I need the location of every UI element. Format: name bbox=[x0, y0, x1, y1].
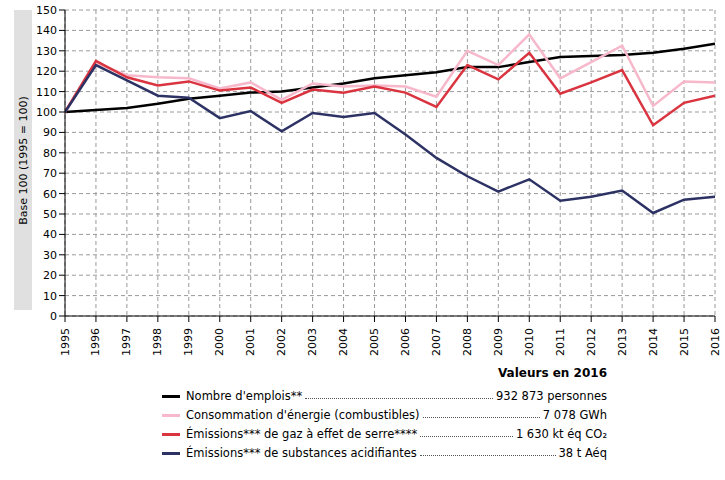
svg-text:2002: 2002 bbox=[275, 328, 288, 356]
svg-text:1998: 1998 bbox=[151, 328, 164, 356]
html-text:Nombre d'emplois**: Nombre d'emplois** bbox=[186, 389, 303, 403]
html-text:Consommation d'énergie (combus: Consommation d'énergie (combustibles) bbox=[186, 408, 420, 422]
svg-text:2001: 2001 bbox=[244, 328, 257, 356]
html-text:38 t Aéq: 38 t Aéq bbox=[558, 446, 607, 460]
svg-text:1999: 1999 bbox=[182, 328, 195, 356]
svg-text:40: 40 bbox=[43, 228, 57, 241]
svg-text:0: 0 bbox=[50, 310, 57, 323]
svg-text:1997: 1997 bbox=[120, 328, 133, 356]
svg-text:80: 80 bbox=[43, 147, 57, 160]
svg-text:2003: 2003 bbox=[306, 328, 319, 356]
svg-text:2004: 2004 bbox=[337, 328, 350, 356]
svg-text:150: 150 bbox=[36, 4, 57, 17]
html-text:Émissions*** de gaz à effet de: Émissions*** de gaz à effet de serre**** bbox=[186, 427, 418, 441]
svg-text:2012: 2012 bbox=[585, 328, 598, 356]
svg-text:130: 130 bbox=[36, 45, 57, 58]
svg-text:70: 70 bbox=[43, 167, 57, 180]
svg-text:10: 10 bbox=[43, 290, 57, 303]
svg-text:100: 100 bbox=[36, 106, 57, 119]
svg-text:90: 90 bbox=[43, 126, 57, 139]
html-text:932 873 personnes: 932 873 personnes bbox=[496, 389, 607, 403]
svg-text:2014: 2014 bbox=[647, 328, 660, 356]
svg-text:2015: 2015 bbox=[678, 328, 691, 356]
html-text:Émissions*** de substances aci: Émissions*** de substances acidifiantes bbox=[186, 446, 417, 460]
svg-text:2008: 2008 bbox=[461, 328, 474, 356]
svg-text:2010: 2010 bbox=[523, 328, 536, 356]
svg-text:2006: 2006 bbox=[399, 328, 412, 356]
html-text:1 630 kt éq CO₂: 1 630 kt éq CO₂ bbox=[515, 427, 607, 441]
html-text:Valeurs en 2016: Valeurs en 2016 bbox=[498, 366, 607, 380]
svg-text:60: 60 bbox=[43, 188, 57, 201]
html-text:Base 100 (1995 = 100): Base 100 (1995 = 100) bbox=[16, 95, 30, 225]
svg-text:140: 140 bbox=[36, 24, 57, 37]
svg-text:2005: 2005 bbox=[368, 328, 381, 356]
svg-text:2000: 2000 bbox=[213, 328, 226, 356]
svg-text:1995: 1995 bbox=[59, 328, 72, 356]
svg-text:2013: 2013 bbox=[616, 328, 629, 356]
svg-text:2011: 2011 bbox=[554, 328, 567, 356]
html-text:7 078 GWh: 7 078 GWh bbox=[542, 408, 607, 422]
svg-text:2009: 2009 bbox=[492, 328, 505, 356]
svg-text:2007: 2007 bbox=[430, 328, 443, 356]
svg-text:1996: 1996 bbox=[89, 328, 102, 356]
svg-text:120: 120 bbox=[36, 65, 57, 78]
svg-text:110: 110 bbox=[36, 86, 57, 99]
svg-text:50: 50 bbox=[43, 208, 57, 221]
svg-text:30: 30 bbox=[43, 249, 57, 262]
svg-text:2016: 2016 bbox=[709, 328, 718, 356]
svg-text:20: 20 bbox=[43, 269, 57, 282]
